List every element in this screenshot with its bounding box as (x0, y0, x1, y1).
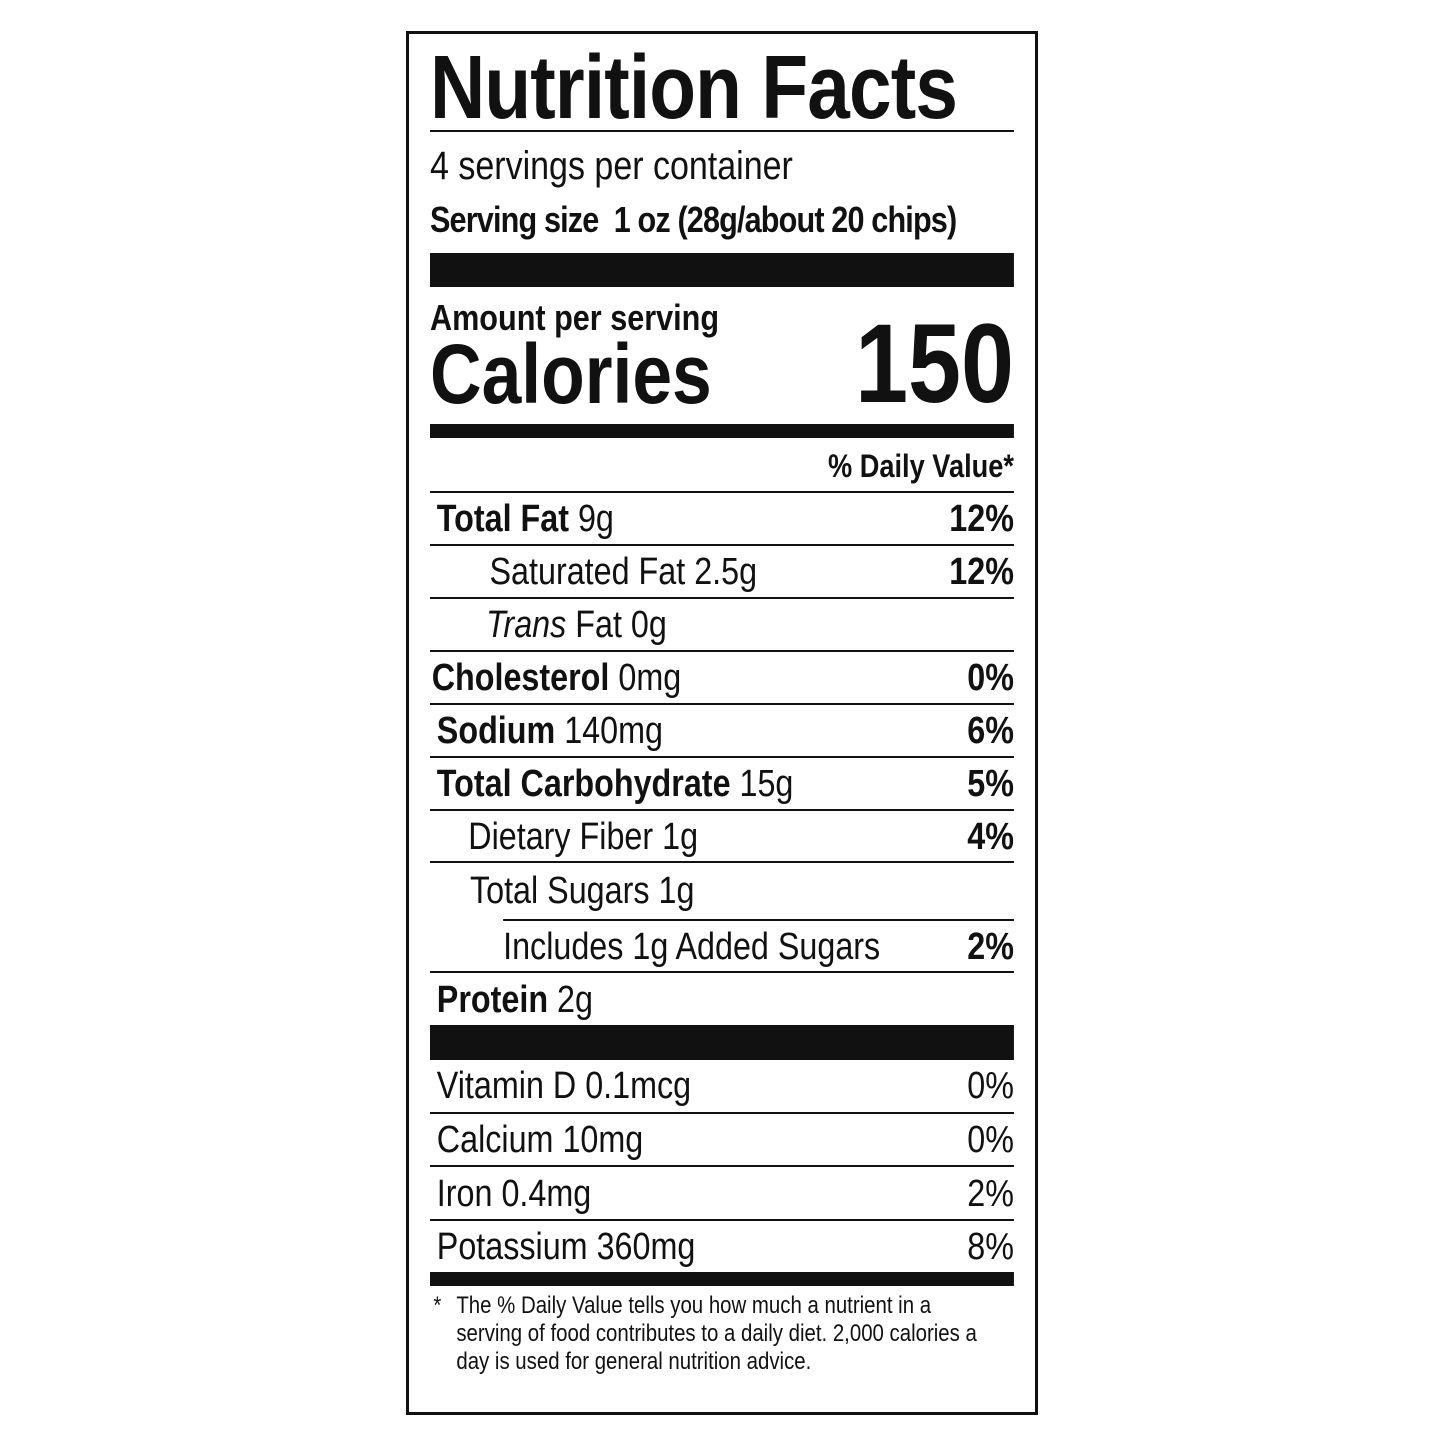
nutrient-dv: 4% (967, 815, 1014, 858)
nutrient-amount: 0mg (618, 657, 682, 699)
nutrient-amount: 9g (577, 498, 614, 540)
nutrient-name: Saturated Fat (489, 551, 686, 593)
vitamin-dv: 0% (967, 1119, 1014, 1161)
vitamin-name: Iron (436, 1172, 493, 1215)
nutrient-row-total-fat: Total Fat 9g 12% (430, 491, 1014, 546)
nutrient-name: Sodium (436, 710, 556, 752)
nutrient-dv: 12% (949, 498, 1014, 540)
vitamin-amount: 0.4mg (501, 1172, 592, 1215)
vitamin-row-calcium: Calcium 10mg 0% (430, 1112, 1014, 1167)
nutrient-amount: 2g (557, 978, 593, 1021)
servings-per-container: 4 servings per container (430, 144, 793, 188)
nutrient-name: Includes 1g Added Sugars (503, 925, 881, 968)
vitamin-amount: 0.1mcg (585, 1064, 692, 1107)
nutrient-row-added-sugars: Includes 1g Added Sugars 2% (503, 919, 1014, 973)
label-border (406, 31, 1038, 1415)
nutrient-row-protein: Protein 2g (430, 971, 1014, 1027)
calories-value: 150 (855, 301, 1014, 426)
nutrient-row-total-carbohydrate: Total Carbohydrate 15g 5% (430, 756, 1014, 811)
nutrient-name: Dietary Fiber (468, 815, 654, 858)
nutrient-name: Fat (575, 604, 622, 646)
nutrient-row-sodium: Sodium 140mg 6% (430, 703, 1014, 758)
vitamin-row-iron: Iron 0.4mg 2% (430, 1165, 1014, 1221)
serving-size-label: Serving size (430, 199, 599, 240)
nutrient-dv: 6% (967, 710, 1014, 752)
nutrient-row-cholesterol: Cholesterol 0mg 0% (430, 650, 1014, 705)
vitamin-dv: 0% (967, 1064, 1014, 1107)
vitamin-row-vitamin-d: Vitamin D 0.1mcg 0% (430, 1060, 1014, 1112)
nutrient-row-total-sugars: Total Sugars 1g (430, 861, 1014, 919)
nutrient-row-saturated-fat: Saturated Fat 2.5g 12% (430, 544, 1014, 599)
vitamin-amount: 10mg (562, 1119, 644, 1161)
nutrient-dv: 12% (949, 551, 1014, 593)
nutrient-dv: 5% (967, 763, 1014, 805)
daily-value-header: % Daily Value* (827, 448, 1014, 484)
nutrient-amount: 15g (739, 763, 794, 805)
vitamin-dv: 2% (967, 1172, 1014, 1215)
thick-divider (430, 253, 1014, 287)
footnote-mark: * (433, 1292, 442, 1319)
serving-size-value: 1 oz (28g/about 20 chips) (613, 199, 957, 240)
nutrient-name: Protein (436, 978, 549, 1021)
nutrient-name-italic: Trans (486, 604, 567, 646)
label-title: Nutrition Facts (430, 38, 958, 138)
nutrient-name: Total Carbohydrate (436, 763, 731, 805)
vitamin-amount: 360mg (596, 1226, 696, 1268)
footnote-text: The % Daily Value tells you how much a n… (456, 1292, 977, 1375)
thick-divider (430, 1025, 1014, 1060)
nutrition-facts-label: Nutrition Facts 4 servings per container… (430, 0, 1014, 1445)
amount-per-serving: Amount per serving (430, 297, 720, 338)
divider (430, 130, 1014, 132)
nutrient-amount: 0g (630, 604, 667, 646)
nutrient-dv: 0% (967, 657, 1014, 699)
nutrient-amount: 140mg (564, 710, 663, 752)
serving-size: Serving size 1 oz (28g/about 20 chips) (430, 196, 1014, 244)
medium-divider (430, 1272, 1014, 1286)
calories-label: Calories (430, 327, 712, 421)
nutrient-amount: 1g (658, 869, 695, 912)
medium-divider (430, 424, 1014, 438)
vitamin-name: Vitamin D (436, 1064, 577, 1107)
vitamin-dv: 8% (967, 1226, 1014, 1268)
nutrient-row-trans-fat: Trans Fat 0g (430, 597, 1014, 652)
nutrient-dv: 2% (967, 925, 1014, 968)
vitamin-row-potassium: Potassium 360mg 8% (430, 1219, 1014, 1274)
nutrient-amount: 2.5g (694, 551, 758, 593)
nutrient-name: Total Sugars (469, 869, 650, 912)
nutrient-name: Cholesterol (431, 657, 610, 699)
nutrient-name: Total Fat (436, 498, 569, 540)
vitamin-name: Potassium (436, 1226, 588, 1268)
nutrient-amount: 1g (662, 815, 699, 858)
vitamin-name: Calcium (436, 1119, 554, 1161)
nutrient-row-dietary-fiber: Dietary Fiber 1g 4% (430, 809, 1014, 863)
